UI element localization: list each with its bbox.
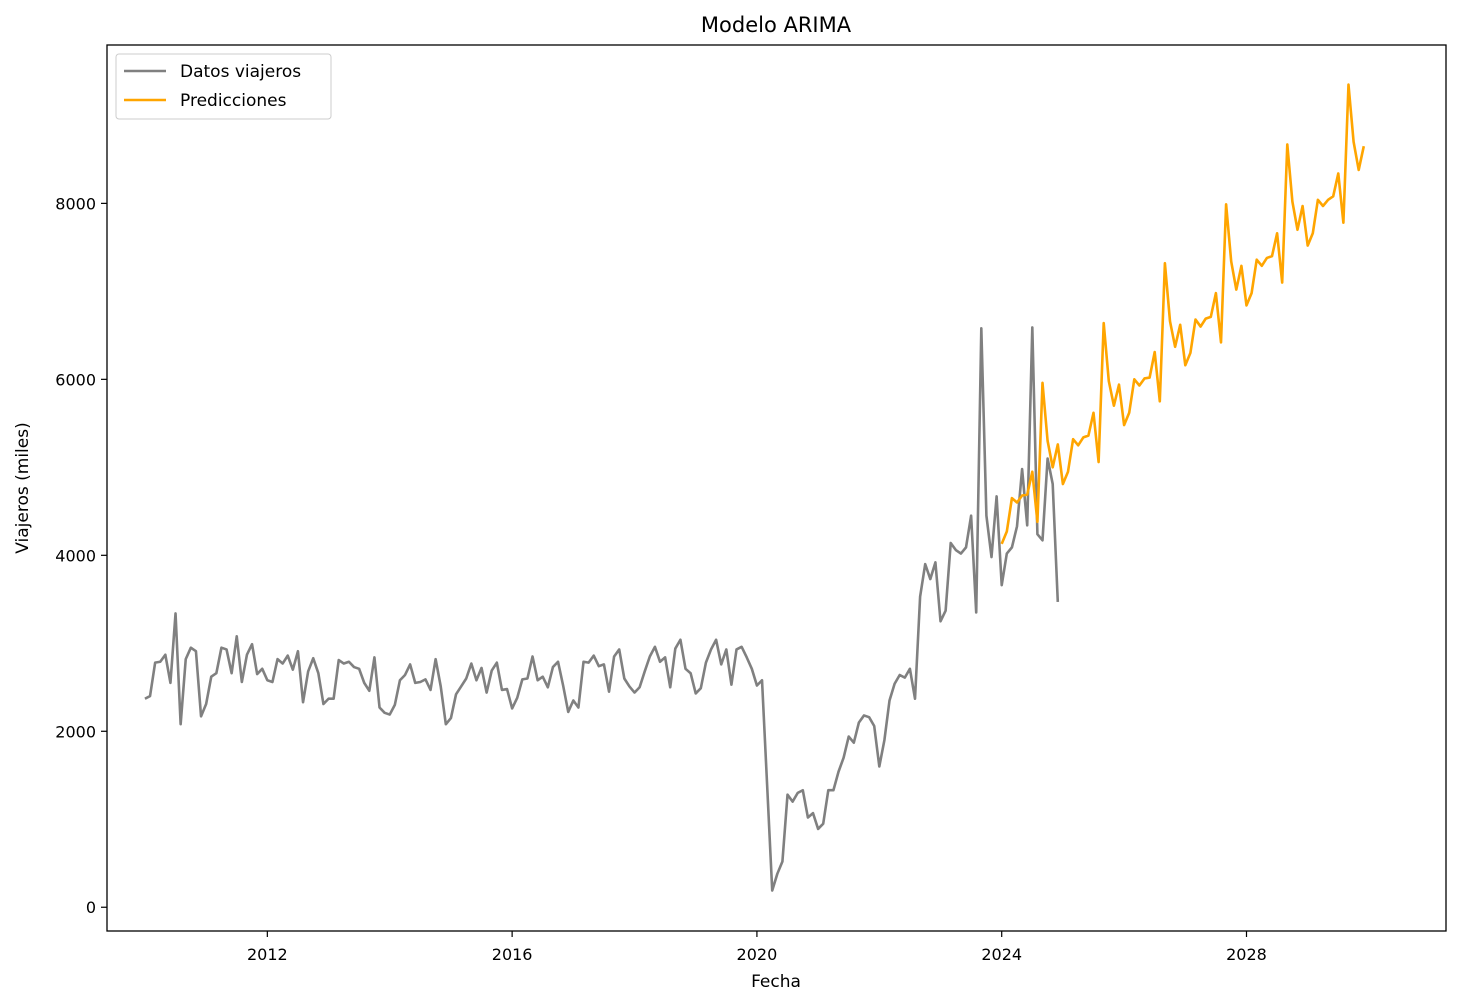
x-tick-label: 2012 [247, 945, 288, 964]
y-axis-title: Viajeros (miles) [13, 422, 33, 553]
y-tick-label: 2000 [55, 722, 96, 741]
legend-label-predicciones: Predicciones [180, 91, 287, 111]
x-tick-label: 2020 [737, 945, 778, 964]
legend: Datos viajeros Predicciones [115, 53, 332, 120]
x-axis: 2012 2016 2020 2024 2028 [247, 931, 1267, 964]
chart-title: Modelo ARIMA [701, 13, 852, 37]
series-line-datos-viajeros [144, 326, 1060, 892]
x-tick-label: 2016 [492, 945, 533, 964]
y-tick-label: 6000 [55, 370, 96, 389]
x-tick-label: 2024 [981, 945, 1022, 964]
series-line-predicciones [1000, 83, 1366, 545]
y-axis: 0 2000 4000 6000 8000 [55, 194, 107, 917]
legend-box [115, 53, 332, 120]
legend-label-datos-viajeros: Datos viajeros [180, 62, 301, 82]
y-tick-label: 4000 [55, 546, 96, 565]
plot-frame [106, 44, 1447, 932]
y-tick-label: 0 [86, 898, 96, 917]
x-axis-title: Fecha [751, 972, 801, 992]
x-tick-label: 2028 [1226, 945, 1267, 964]
plot-area [144, 83, 1366, 892]
y-tick-label: 8000 [55, 194, 96, 213]
